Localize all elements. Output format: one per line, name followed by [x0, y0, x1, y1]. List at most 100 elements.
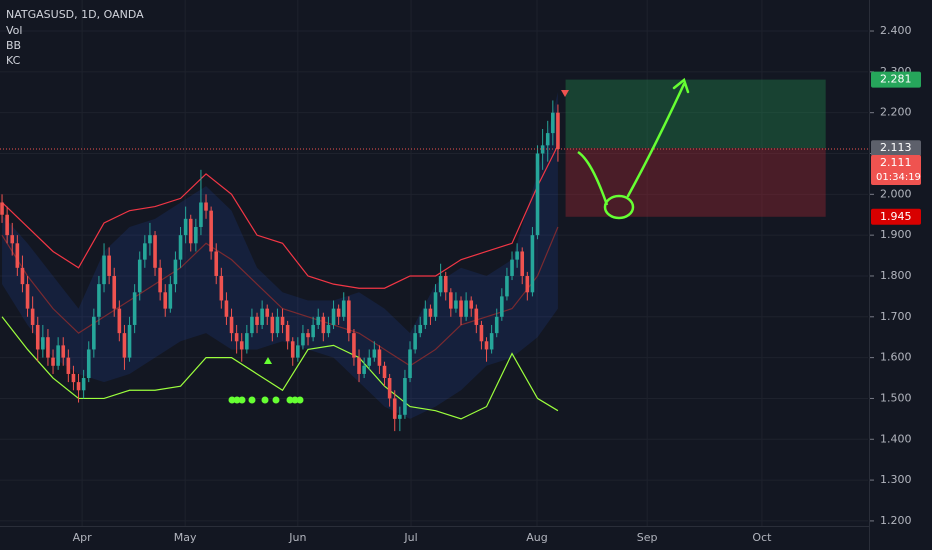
- candle-body: [280, 316, 285, 325]
- candle-body: [188, 218, 193, 244]
- indicator-label: Vol: [6, 24, 22, 37]
- x-tick-label: Sep: [637, 531, 658, 544]
- candle-body: [25, 284, 30, 309]
- candle-body: [56, 345, 60, 366]
- candle-body: [443, 275, 448, 293]
- x-tick-label: Jul: [403, 531, 417, 544]
- candle-body: [275, 316, 280, 334]
- candle-body: [311, 324, 315, 338]
- candle-body: [234, 333, 239, 342]
- candle-body: [255, 316, 259, 325]
- candle-body: [86, 349, 91, 379]
- candle-body: [224, 300, 229, 317]
- candle-body: [0, 202, 4, 215]
- candle-body: [127, 324, 132, 358]
- candle-body: [357, 357, 361, 374]
- candle-body: [316, 316, 321, 325]
- drawings: [228, 77, 690, 404]
- candle-body: [321, 316, 326, 334]
- candle-body: [183, 218, 188, 236]
- hand-drawn-arrow: [577, 150, 609, 206]
- y-tick-label: 2.200: [880, 106, 912, 119]
- x-tick-label: May: [174, 531, 197, 544]
- candle-body: [433, 292, 438, 317]
- price-axis: 1.200 1.300 1.400 1.500 1.600 1.700 1.800 1.900…: [870, 24, 921, 527]
- candle-body: [403, 378, 407, 415]
- signal-dot: [238, 396, 246, 404]
- candle-body: [392, 398, 397, 419]
- candle-body: [35, 324, 40, 350]
- candle-body: [352, 333, 356, 358]
- candle-body: [551, 112, 555, 134]
- hand-drawn-circle: [603, 194, 635, 220]
- candle-body: [545, 133, 550, 146]
- candle-body: [530, 235, 535, 293]
- y-tick-label: 1.300: [880, 473, 912, 486]
- candle-body: [199, 202, 203, 227]
- candle-body: [178, 235, 183, 260]
- candle-body: [97, 284, 101, 317]
- candle-body: [336, 308, 341, 317]
- candle-body: [214, 251, 219, 276]
- candle-body: [209, 210, 213, 252]
- candle-body: [102, 255, 106, 285]
- candle-body: [143, 243, 147, 260]
- plot-area: [0, 0, 868, 526]
- candle-body: [398, 414, 402, 419]
- candle-body: [474, 308, 479, 325]
- candle-body: [112, 275, 117, 309]
- candle-body: [46, 337, 50, 358]
- candle-body: [464, 300, 468, 317]
- candle-body: [61, 345, 66, 358]
- candle-body: [423, 308, 428, 325]
- indicator-label: BB: [6, 39, 21, 52]
- entry-label: 2.113: [880, 141, 912, 154]
- signal-dot: [248, 396, 256, 404]
- signal-triangle: [264, 357, 272, 364]
- candle-body: [296, 345, 300, 358]
- candle-body: [250, 316, 254, 334]
- candle-body: [41, 337, 45, 350]
- x-tick-label: Oct: [752, 531, 772, 544]
- candle-body: [148, 235, 152, 244]
- candle-body: [347, 300, 351, 334]
- signal-triangle: [561, 90, 569, 97]
- kc-lower: [1, 316, 559, 420]
- y-tick-label: 1.500: [880, 391, 912, 404]
- candle-body: [331, 308, 336, 325]
- candle-body: [30, 308, 35, 325]
- candle-body: [515, 251, 519, 260]
- candle-body: [117, 308, 122, 334]
- candle-body: [510, 259, 514, 276]
- candle-body: [20, 267, 25, 285]
- last-price-label: 2.111: [880, 156, 912, 169]
- candle-body: [153, 235, 157, 268]
- candle-body: [372, 349, 377, 358]
- candle-body: [15, 243, 20, 268]
- last-price-box: [871, 155, 921, 186]
- candle-body: [260, 308, 264, 325]
- candle-body: [382, 365, 387, 379]
- candle-body: [81, 378, 86, 391]
- stop-zone: [565, 148, 826, 217]
- candle-body: [408, 349, 412, 379]
- y-tick-label: 1.600: [880, 351, 912, 364]
- candle-body: [387, 378, 392, 399]
- candle-body: [71, 373, 76, 383]
- signal-dot: [261, 396, 269, 404]
- candle-body: [66, 357, 71, 374]
- candle-body: [428, 308, 433, 317]
- y-tick-label: 1.900: [880, 228, 912, 241]
- y-tick-label: 1.700: [880, 310, 912, 323]
- kc-upper: [1, 145, 559, 289]
- candle-body: [525, 275, 530, 293]
- y-tick-label: 1.400: [880, 432, 912, 445]
- countdown-label: 01:34:19: [876, 172, 921, 183]
- signal-dots: [228, 357, 304, 404]
- candle-body: [459, 300, 463, 317]
- entry-label-box: [871, 140, 921, 157]
- signal-dot: [286, 396, 294, 404]
- candle-body: [290, 341, 295, 358]
- x-tick-label: Apr: [73, 531, 93, 544]
- candle-body: [306, 333, 310, 338]
